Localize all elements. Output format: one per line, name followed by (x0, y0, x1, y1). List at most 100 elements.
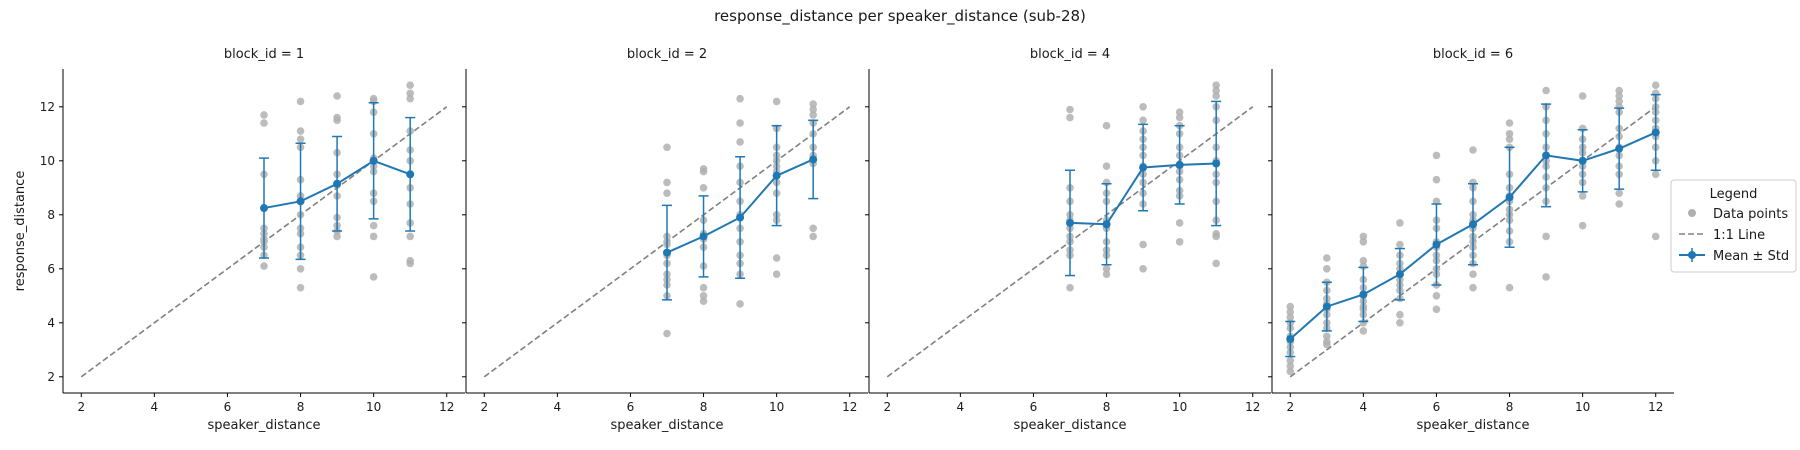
data-point (736, 119, 744, 127)
data-point (333, 232, 341, 241)
data-point (1505, 135, 1514, 143)
data-point (1505, 130, 1514, 138)
y-tick-label: 4 (47, 316, 55, 330)
mean-point (1469, 220, 1477, 229)
data-point (772, 254, 781, 262)
mean-point (1066, 218, 1074, 227)
legend-box (1670, 179, 1797, 273)
data-point (1066, 105, 1074, 114)
mean-point (406, 170, 415, 179)
data-point (809, 232, 817, 241)
x-tick-label: 4 (957, 400, 965, 414)
data-point (1469, 146, 1477, 154)
x-axis-label: speaker_distance (208, 418, 321, 433)
panel-title: block_id = 2 (627, 47, 707, 62)
legend-label: 1:1 Line (1713, 228, 1765, 243)
data-point (1212, 86, 1220, 95)
data-point (809, 111, 817, 119)
data-point (1175, 108, 1184, 116)
chart-panels: block_id = 1 2 4 6 8 10 12 2 4 6 8 10 12 speaker_dist… (13, 47, 1674, 433)
data-point (1542, 232, 1550, 241)
data-point (1615, 200, 1623, 208)
data-point (1396, 310, 1404, 319)
mean-point (772, 171, 781, 180)
x-tick-label: 4 (151, 400, 159, 414)
y-tick-label: 10 (40, 154, 55, 168)
x-tick-label: 6 (1030, 400, 1038, 414)
data-point (1102, 121, 1111, 130)
data-point (296, 265, 305, 273)
x-tick-label: 6 (224, 400, 232, 414)
y-tick-label: 8 (47, 208, 55, 222)
data-point (699, 184, 708, 192)
data-point (1066, 113, 1074, 122)
mean-point (296, 197, 305, 206)
data-point (1432, 175, 1441, 184)
data-point (772, 97, 781, 106)
legend-label: Data points (1713, 207, 1788, 222)
mean-point (1139, 163, 1148, 172)
x-tick-label: 4 (554, 400, 562, 414)
data-point (1286, 302, 1295, 311)
data-point (736, 94, 744, 103)
data-point (1212, 232, 1220, 241)
data-point (1578, 92, 1587, 100)
data-point (1102, 270, 1111, 279)
data-point (1102, 162, 1111, 170)
data-point (1175, 219, 1184, 227)
mean-point (809, 155, 818, 164)
data-point (406, 259, 414, 268)
mean-point (736, 213, 745, 222)
legend-title: Legend (1710, 187, 1758, 202)
x-tick-label: 8 (1506, 400, 1514, 414)
data-point (1323, 332, 1331, 341)
data-point (1286, 313, 1295, 322)
data-point (809, 100, 817, 108)
panel-1: block_id = 1 2 4 6 8 10 12 2 4 6 8 10 12 speaker_dist… (13, 47, 465, 433)
data-point (1469, 270, 1477, 279)
data-point (296, 135, 305, 143)
data-point (1139, 116, 1147, 125)
data-point (1615, 92, 1623, 100)
data-point (1359, 232, 1368, 241)
x-axis-label: speaker_distance (1417, 418, 1530, 433)
data-point (1432, 151, 1441, 160)
data-point (1615, 97, 1623, 106)
data-point (1359, 238, 1368, 246)
data-point (1651, 170, 1660, 179)
mean-point (1359, 290, 1368, 299)
x-tick-label: 10 (1575, 400, 1590, 414)
mean-point (1432, 240, 1441, 249)
x-tick-label: 10 (1172, 400, 1187, 414)
x-tick-label: 10 (366, 400, 381, 414)
data-point (699, 283, 708, 292)
y-tick-label: 2 (47, 370, 55, 384)
data-point (1396, 240, 1404, 249)
data-point (772, 270, 781, 279)
x-tick-label: 12 (842, 400, 857, 414)
data-point (260, 119, 268, 127)
mean-point (699, 232, 708, 241)
data-point (333, 116, 341, 125)
legend-marker-mean-point (1688, 251, 1696, 259)
data-point (1212, 81, 1220, 89)
data-point (369, 221, 378, 230)
data-point (1615, 189, 1623, 197)
data-point (699, 167, 708, 176)
x-tick-label: 2 (883, 400, 891, 414)
data-point (406, 232, 414, 241)
mean-point (1615, 144, 1624, 153)
x-tick-label: 12 (1245, 400, 1260, 414)
data-point (1651, 81, 1660, 89)
panel-title: block_id = 1 (224, 47, 304, 62)
data-point (1323, 265, 1331, 273)
x-tick-label: 2 (77, 400, 85, 414)
data-point (406, 94, 414, 103)
x-tick-label: 10 (769, 400, 784, 414)
data-point (1286, 362, 1295, 370)
x-axis-label: speaker_distance (611, 418, 724, 433)
data-point (1139, 265, 1147, 273)
data-point (1323, 254, 1331, 262)
data-point (1396, 319, 1404, 327)
y-tick-label: 6 (47, 262, 55, 276)
